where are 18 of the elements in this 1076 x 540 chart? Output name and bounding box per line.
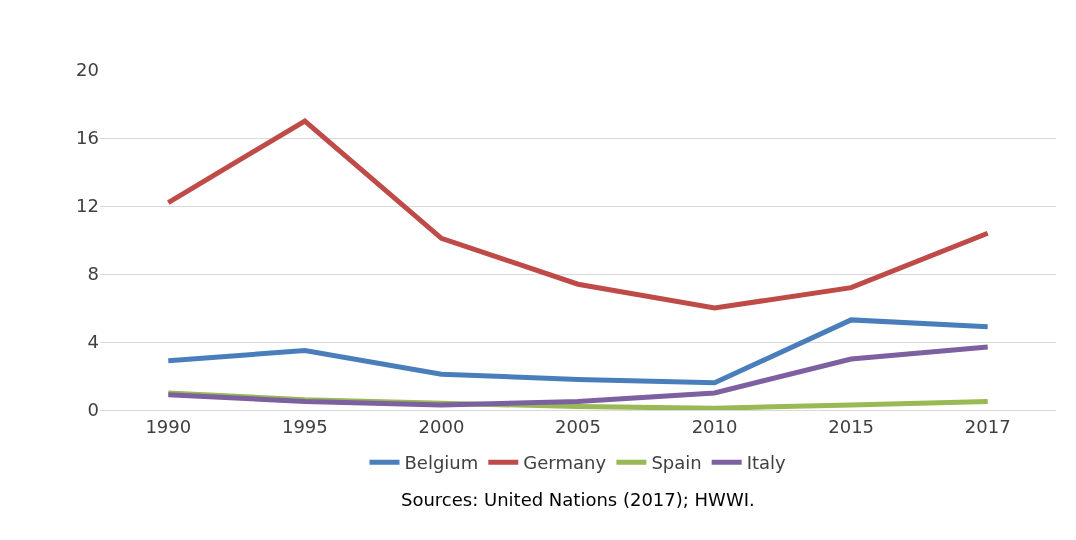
x-tick-label: 2000 <box>418 415 465 437</box>
legend-label: Belgium <box>404 452 479 474</box>
y-tick-label: 12 <box>76 195 99 217</box>
y-tick-label: 20 <box>76 59 99 81</box>
y-tick-label: 16 <box>76 127 99 149</box>
x-tick-label: 2010 <box>691 415 738 437</box>
x-tick-label: 2005 <box>555 415 601 437</box>
y-tick-label: 8 <box>87 263 99 285</box>
y-tick-label: 0 <box>87 399 99 421</box>
legend-label: Italy <box>746 452 787 474</box>
source-note: Sources: United Nations (2017); HWWI. <box>401 489 755 510</box>
x-tick-label: 1995 <box>281 415 328 437</box>
x-tick-label: 2017 <box>964 415 1011 437</box>
x-tick-label: 2015 <box>828 415 875 437</box>
x-tick-label: 1990 <box>145 415 192 437</box>
y-tick-label: 4 <box>87 331 99 353</box>
legend-label: Spain <box>651 452 702 474</box>
legend-label: Germany <box>523 452 607 474</box>
